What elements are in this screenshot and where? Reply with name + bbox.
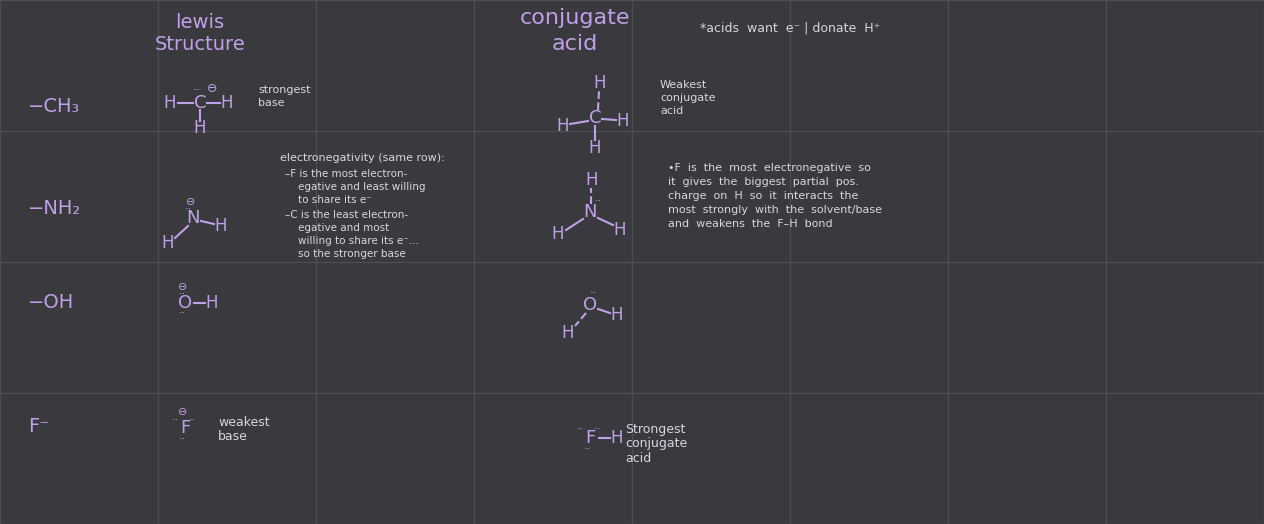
- Text: −OH: −OH: [28, 293, 75, 312]
- Text: ··: ··: [178, 434, 186, 444]
- Text: ··: ··: [576, 424, 584, 434]
- Text: –C is the least electron-: –C is the least electron-: [284, 210, 408, 220]
- Text: H: H: [585, 171, 598, 189]
- Text: ··: ··: [584, 444, 590, 454]
- Text: charge  on  H  so  it  interacts  the: charge on H so it interacts the: [667, 191, 858, 201]
- Text: lewis: lewis: [176, 13, 225, 31]
- Text: most  strongly  with  the  solvent/base: most strongly with the solvent/base: [667, 205, 882, 215]
- Text: −CH₃: −CH₃: [28, 97, 80, 116]
- Text: H: H: [215, 217, 228, 235]
- Text: H: H: [552, 225, 564, 243]
- Text: weakest: weakest: [217, 416, 269, 429]
- Text: strongest: strongest: [258, 85, 311, 95]
- Text: H: H: [614, 221, 626, 239]
- Text: Strongest: Strongest: [624, 423, 685, 436]
- Text: acid: acid: [624, 452, 651, 464]
- Text: C: C: [193, 94, 206, 112]
- Text: acid: acid: [660, 106, 684, 116]
- Text: •F  is  the  most  electronegative  so: •F is the most electronegative so: [667, 163, 871, 173]
- Text: ··: ··: [193, 84, 201, 97]
- Text: H: H: [617, 112, 629, 130]
- Text: H: H: [556, 117, 569, 135]
- Text: O: O: [583, 296, 597, 314]
- Text: willing to share its e⁻...: willing to share its e⁻...: [298, 236, 418, 246]
- Text: C: C: [589, 109, 602, 127]
- Text: −NH₂: −NH₂: [28, 199, 81, 217]
- Text: ⊖: ⊖: [207, 82, 217, 95]
- Text: N: N: [583, 203, 597, 221]
- Text: electronegativity (same row):: electronegativity (same row):: [281, 153, 445, 163]
- Text: H: H: [164, 94, 176, 112]
- Text: egative and most: egative and most: [298, 223, 389, 233]
- Text: acid: acid: [552, 34, 598, 54]
- Text: F: F: [585, 429, 595, 447]
- Text: and  weakens  the  F–H  bond: and weakens the F–H bond: [667, 219, 833, 229]
- Text: H: H: [611, 306, 623, 324]
- Text: H: H: [193, 119, 206, 137]
- Text: N: N: [186, 209, 200, 227]
- Text: H: H: [589, 139, 602, 157]
- Text: Structure: Structure: [154, 36, 245, 54]
- Text: ··: ··: [172, 415, 178, 425]
- Text: Weakest: Weakest: [660, 80, 708, 90]
- Text: H: H: [594, 74, 607, 92]
- Text: conjugate: conjugate: [660, 93, 715, 103]
- Text: –F is the most electron-: –F is the most electron-: [284, 169, 407, 179]
- Text: H: H: [561, 324, 574, 342]
- Text: base: base: [217, 430, 248, 442]
- Text: ··: ··: [188, 415, 196, 425]
- Text: ··: ··: [178, 308, 186, 318]
- Text: ··: ··: [589, 288, 597, 298]
- Text: O: O: [178, 294, 192, 312]
- Text: ··: ··: [593, 424, 600, 434]
- Text: ··: ··: [185, 204, 192, 214]
- Text: ··: ··: [178, 289, 186, 299]
- Text: ⊖: ⊖: [186, 197, 196, 207]
- Text: H: H: [206, 294, 219, 312]
- Text: H: H: [162, 234, 174, 252]
- Text: ⊖: ⊖: [178, 407, 187, 417]
- Text: egative and least willing: egative and least willing: [298, 182, 426, 192]
- Text: H: H: [221, 94, 234, 112]
- Text: conjugate: conjugate: [624, 438, 688, 451]
- Text: ··: ··: [594, 196, 602, 206]
- Text: it  gives  the  biggest  partial  pos.: it gives the biggest partial pos.: [667, 177, 858, 187]
- Text: conjugate: conjugate: [520, 8, 631, 28]
- Text: F⁻: F⁻: [28, 418, 49, 436]
- Text: ⊖: ⊖: [178, 282, 187, 292]
- Text: F: F: [179, 419, 190, 437]
- Text: base: base: [258, 98, 284, 108]
- Text: so the stronger base: so the stronger base: [298, 249, 406, 259]
- Text: *acids  want  e⁻ | donate  H⁺: *acids want e⁻ | donate H⁺: [700, 21, 880, 35]
- Text: H: H: [611, 429, 623, 447]
- Text: to share its e⁻: to share its e⁻: [298, 195, 372, 205]
